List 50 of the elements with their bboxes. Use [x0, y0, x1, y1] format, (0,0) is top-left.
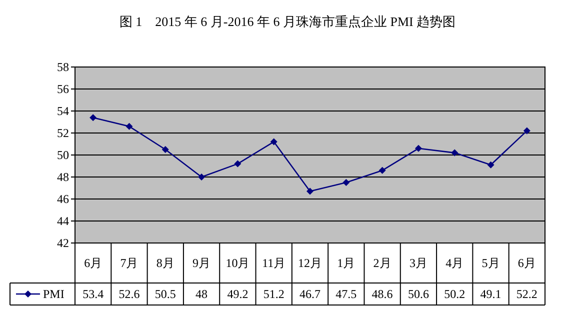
data-label: 50.2 — [444, 287, 466, 302]
point — [378, 166, 386, 174]
x-tick-label: 6月 — [518, 256, 536, 270]
x-tick-label: 2月 — [373, 256, 392, 270]
chart-title: 图 1 2015 年 6 月-2016 年 6 月珠海市重点企业 PMI 趋势图 — [119, 14, 456, 29]
data-label: 48.6 — [372, 287, 393, 302]
x-tick-label: 11月 — [262, 256, 286, 270]
data-label: 53.4 — [82, 287, 104, 302]
x-tick-label: 9月 — [192, 256, 211, 270]
y-tick-label: 54 — [57, 104, 69, 118]
y-tick-label: 48 — [57, 170, 69, 184]
data-label: 46.7 — [300, 287, 320, 302]
legend-label: PMI — [43, 287, 64, 302]
point — [306, 188, 314, 195]
data-label: 47.5 — [336, 287, 357, 302]
point — [270, 138, 278, 146]
y-tick-label: 56 — [57, 82, 69, 96]
data-label: 50.6 — [408, 287, 429, 302]
x-tick-label: 8月 — [156, 256, 174, 270]
point — [451, 149, 458, 156]
x-tick-label: 1月 — [337, 256, 356, 270]
y-tick-label: 58 — [57, 60, 69, 74]
data-label: 50.5 — [154, 287, 176, 302]
x-tick-label: 4月 — [446, 256, 464, 270]
y-tick-label: 42 — [57, 236, 69, 250]
y-tick-label: 52 — [57, 126, 69, 140]
x-tick-label: 5月 — [482, 256, 500, 270]
point — [162, 146, 169, 153]
x-tick-label: 6月 — [84, 256, 102, 270]
point — [487, 161, 494, 168]
point — [90, 114, 97, 122]
y-tick-label: 46 — [57, 192, 69, 206]
data-label: 52.6 — [118, 287, 140, 302]
data-label: 51.2 — [263, 287, 284, 302]
point — [126, 122, 133, 130]
point — [342, 179, 350, 186]
y-tick-label: 44 — [57, 214, 69, 228]
point — [198, 174, 206, 180]
point — [234, 160, 242, 168]
x-tick-label: 7月 — [120, 256, 138, 270]
data-label: 49.2 — [227, 287, 248, 302]
x-tick-label: 3月 — [409, 256, 428, 270]
point — [414, 144, 422, 152]
point — [523, 127, 530, 134]
x-tick-label: 12月 — [298, 256, 322, 270]
data-label: 52.2 — [516, 287, 538, 302]
x-tick-label: 10月 — [226, 256, 250, 270]
data-label: 49.1 — [480, 287, 502, 302]
data-label: 48 — [196, 287, 208, 302]
y-tick-label: 50 — [57, 148, 69, 162]
